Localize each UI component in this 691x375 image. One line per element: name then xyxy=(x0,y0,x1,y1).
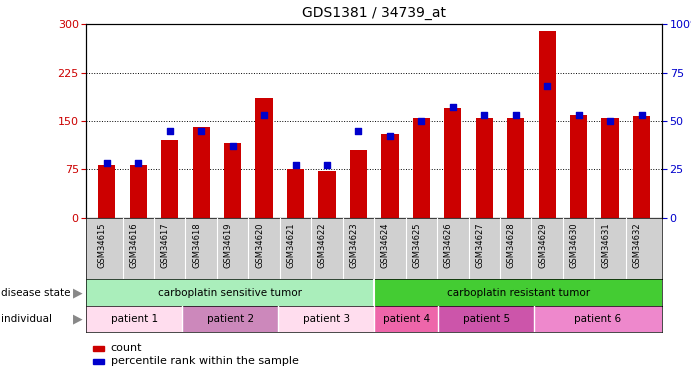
Point xyxy=(384,134,395,140)
Bar xyxy=(601,118,618,218)
Point xyxy=(196,128,207,134)
Text: GSM34619: GSM34619 xyxy=(224,222,233,268)
Point xyxy=(227,143,238,149)
Bar xyxy=(413,118,430,218)
Text: individual: individual xyxy=(1,314,52,324)
Bar xyxy=(93,346,104,351)
Bar xyxy=(182,306,278,332)
Text: GSM34621: GSM34621 xyxy=(287,222,296,268)
Text: GSM34629: GSM34629 xyxy=(538,222,547,268)
Bar xyxy=(438,306,534,332)
Point xyxy=(636,112,647,118)
Text: GSM34632: GSM34632 xyxy=(632,222,641,268)
Bar xyxy=(193,128,210,218)
Point xyxy=(353,128,364,134)
Text: patient 3: patient 3 xyxy=(303,314,350,324)
Bar xyxy=(381,134,399,218)
Text: patient 5: patient 5 xyxy=(462,314,510,324)
Text: GSM34617: GSM34617 xyxy=(161,222,170,268)
Text: GSM34627: GSM34627 xyxy=(475,222,484,268)
Point xyxy=(542,83,553,89)
Bar xyxy=(256,98,273,218)
Point xyxy=(416,118,427,124)
Text: GDS1381 / 34739_at: GDS1381 / 34739_at xyxy=(302,6,446,20)
Text: patient 4: patient 4 xyxy=(383,314,430,324)
Bar xyxy=(507,118,524,218)
Text: disease state: disease state xyxy=(1,288,70,297)
Bar xyxy=(350,150,367,217)
Point xyxy=(510,112,521,118)
Bar xyxy=(374,306,438,332)
Text: carboplatin resistant tumor: carboplatin resistant tumor xyxy=(446,288,589,297)
Point xyxy=(605,118,616,124)
Bar xyxy=(86,279,374,306)
Point xyxy=(133,160,144,166)
Text: GSM34624: GSM34624 xyxy=(381,222,390,268)
Bar xyxy=(444,108,462,218)
Text: patient 2: patient 2 xyxy=(207,314,254,324)
Point xyxy=(321,162,332,168)
Text: carboplatin sensitive tumor: carboplatin sensitive tumor xyxy=(158,288,302,297)
Point xyxy=(258,112,269,118)
Bar xyxy=(633,116,650,218)
Text: GSM34626: GSM34626 xyxy=(444,222,453,268)
Text: patient 1: patient 1 xyxy=(111,314,158,324)
Text: count: count xyxy=(111,343,142,353)
Bar xyxy=(86,306,182,332)
Point xyxy=(479,112,490,118)
Bar xyxy=(130,165,147,218)
Text: patient 6: patient 6 xyxy=(574,314,622,324)
Bar xyxy=(224,144,241,218)
Point xyxy=(573,112,584,118)
Bar xyxy=(475,118,493,218)
Bar xyxy=(538,31,556,217)
Text: GSM34630: GSM34630 xyxy=(569,222,578,268)
Bar xyxy=(161,140,178,218)
Text: GSM34628: GSM34628 xyxy=(507,222,515,268)
Text: percentile rank within the sample: percentile rank within the sample xyxy=(111,356,299,366)
Text: GSM34618: GSM34618 xyxy=(192,222,201,268)
Bar xyxy=(319,171,336,217)
Point xyxy=(102,160,113,166)
Text: ▶: ▶ xyxy=(73,286,83,299)
Bar xyxy=(374,279,662,306)
Point xyxy=(447,104,458,110)
Text: GSM34631: GSM34631 xyxy=(601,222,610,268)
Bar xyxy=(287,169,304,217)
Bar xyxy=(570,114,587,218)
Text: ▶: ▶ xyxy=(73,312,83,325)
Text: GSM34616: GSM34616 xyxy=(129,222,138,268)
Bar xyxy=(98,165,115,218)
Point xyxy=(164,128,176,134)
Bar xyxy=(93,358,104,364)
Text: GSM34625: GSM34625 xyxy=(413,222,422,268)
Text: GSM34622: GSM34622 xyxy=(318,222,327,268)
Bar xyxy=(278,306,374,332)
Bar xyxy=(534,306,662,332)
Point xyxy=(290,162,301,168)
Text: GSM34620: GSM34620 xyxy=(255,222,264,268)
Text: GSM34615: GSM34615 xyxy=(98,222,107,268)
Text: GSM34623: GSM34623 xyxy=(350,222,359,268)
